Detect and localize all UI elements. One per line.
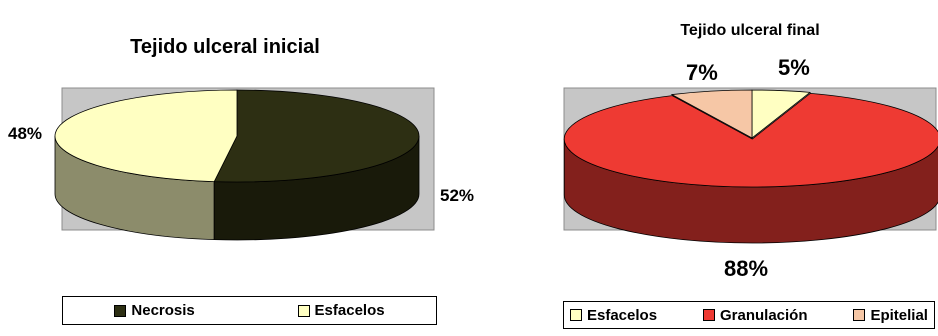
legend-item-epitelial: Epitelial [853, 307, 928, 324]
legend-swatch-esfacelos [297, 304, 310, 317]
legend-item-esfacelos: Esfacelos [297, 302, 385, 319]
data-label-granulacion: 88% [724, 256, 769, 281]
chart-title-inicial: Tejido ulceral inicial [130, 36, 320, 58]
pie-slice-esfacelos [54, 89, 238, 183]
legend-item-necrosis: Necrosis [114, 302, 195, 319]
legend-label-esfacelos: Esfacelos [314, 302, 385, 319]
pie-slice-epitelial [670, 89, 753, 139]
legend-label-epitelial: Epitelial [870, 306, 928, 324]
data-label-necrosis: 52% [440, 186, 475, 205]
legend-label-granulacion: Granulación [719, 306, 808, 324]
data-label-epitelial: 7% [686, 60, 718, 85]
legend-swatch-necrosis [114, 304, 127, 317]
legend-label-necrosis: Necrosis [131, 302, 195, 319]
chart-title-final: Tejido ulceral final [680, 22, 820, 39]
legend-inicial: Necrosis Esfacelos [62, 296, 437, 325]
legend-swatch-granulacion [702, 309, 715, 321]
legend-item-esfacelos-final: Esfacelos [570, 307, 657, 324]
legend-label-esfacelos-final: Esfacelos [587, 306, 658, 324]
pie-slice-necrosis [213, 89, 420, 183]
legend-swatch-esfacelos-final [570, 309, 582, 321]
pie-slice-granulacion [563, 92, 938, 188]
legend-swatch-epitelial [853, 309, 866, 321]
pie-chart-final [563, 87, 938, 244]
pie-chart-inicial [54, 87, 435, 241]
data-label-esfacelos-inicial: 48% [8, 124, 43, 143]
legend-final: Esfacelos Granulación Epitelial [563, 301, 935, 329]
data-label-esfacelos-final: 5% [778, 55, 810, 80]
legend-item-granulacion: Granulación [702, 306, 808, 324]
